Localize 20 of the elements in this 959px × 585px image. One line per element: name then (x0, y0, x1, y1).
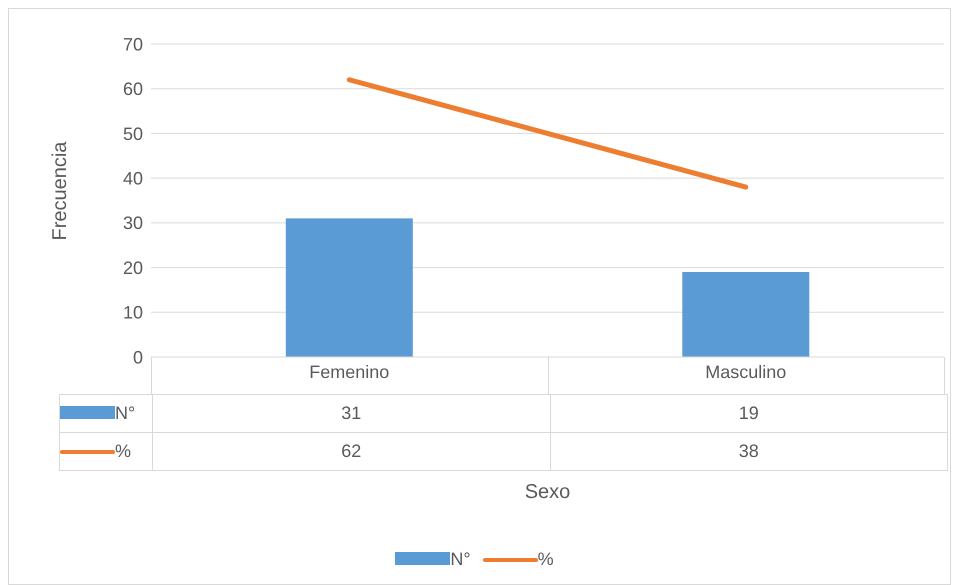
y-tick-label: 50 (122, 124, 143, 144)
y-tick-label: 30 (122, 213, 143, 234)
x-tick-label: Masculino (705, 362, 786, 382)
y-axis-title: Frecuencia (49, 140, 72, 240)
x-tick-label: Femenino (309, 362, 390, 382)
data-label: 38 (550, 432, 948, 470)
y-tick-label: 0 (132, 347, 143, 368)
y-tick-label: 70 (122, 34, 143, 54)
data-label: 19 (550, 394, 948, 432)
legend-label: N° (115, 403, 136, 423)
x-axis-title: Sexo (524, 481, 572, 504)
text: % (538, 549, 554, 569)
text: N° (450, 549, 471, 569)
data-label: 62 (152, 432, 550, 470)
y-tick-label: 10 (122, 302, 143, 323)
y-tick-label: 20 (122, 258, 143, 278)
data-label: 31 (152, 394, 550, 432)
y-tick-label: 40 (122, 168, 143, 189)
y-tick-label: 60 (122, 79, 143, 100)
legend-label: % (115, 441, 132, 461)
